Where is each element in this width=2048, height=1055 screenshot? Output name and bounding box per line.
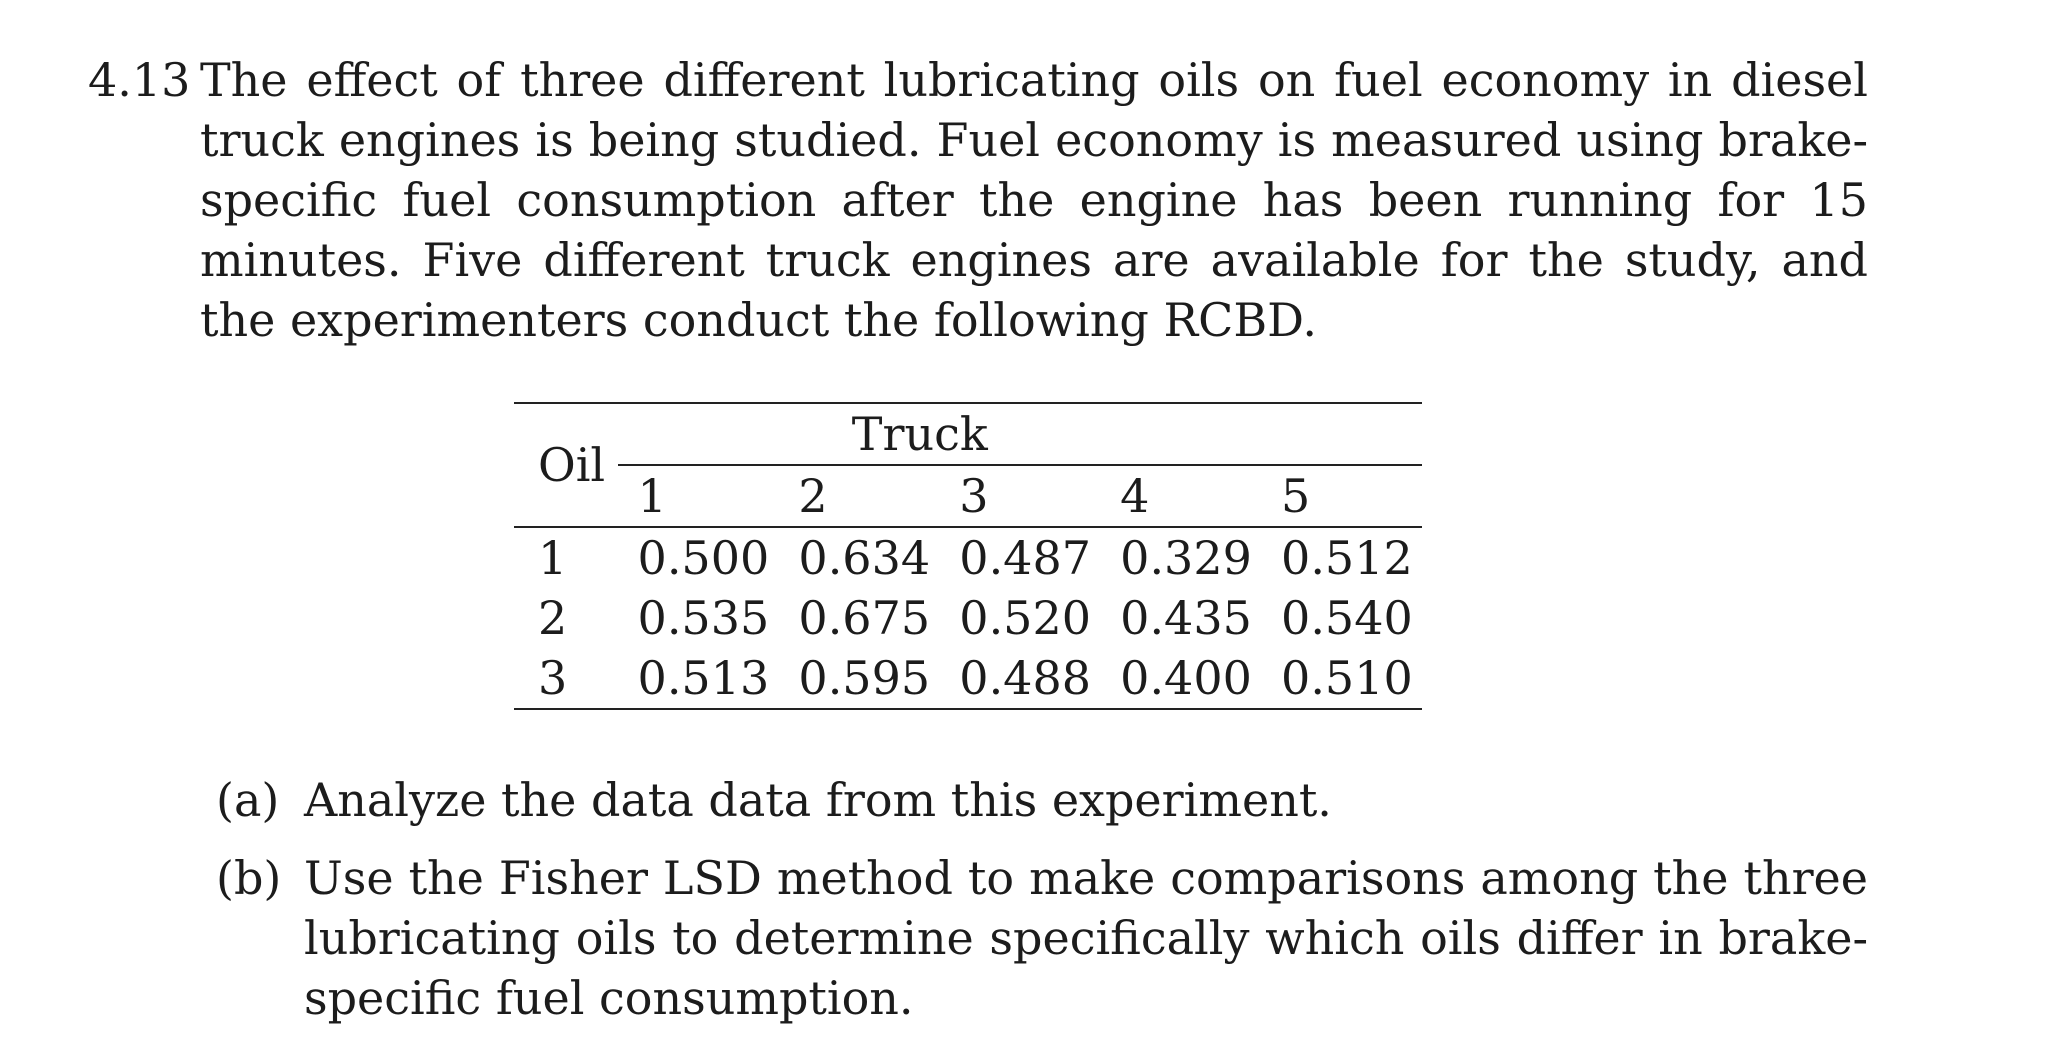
table-cell: 0.595 (798, 651, 931, 705)
table-row: 3 0.513 0.595 0.488 0.400 0.510 (514, 648, 1422, 709)
table-cell: 0.487 (959, 531, 1091, 585)
problem-number: 4.13 (88, 53, 191, 107)
table-row: 2 0.535 0.675 0.520 0.435 0.540 (514, 588, 1422, 648)
table-cell: 0.400 (1120, 651, 1252, 705)
part-label: (a) (216, 773, 280, 827)
part-text: Analyze the data data from this experime… (304, 773, 1332, 827)
question-parts: (a) Analyze the data data from this expe… (216, 770, 1868, 1046)
table-cell: 0.510 (1281, 651, 1413, 705)
truck-header: Truck (617, 403, 1422, 466)
table-cell: 0.513 (637, 651, 770, 705)
column-header: 2 (798, 469, 828, 523)
column-header: 1 (637, 469, 667, 523)
row-label: 3 (538, 651, 568, 705)
column-header: 3 (959, 469, 989, 523)
problem-statement: 4.13 The effect of three different lubri… (88, 50, 1868, 350)
oil-header: Oil (538, 438, 606, 492)
problem-text: The effect of three different lubricatin… (200, 53, 1868, 347)
table-cell: 0.500 (637, 531, 770, 585)
table-cell: 0.540 (1281, 591, 1413, 645)
table-row: 1 0.500 0.634 0.487 0.329 0.512 (514, 527, 1422, 588)
table-cell: 0.488 (959, 651, 1091, 705)
column-header: 5 (1281, 469, 1311, 523)
table-cell: 0.512 (1281, 531, 1413, 585)
part-text: Use the Fisher LSD method to make compar… (304, 851, 1868, 1025)
column-header: 4 (1120, 469, 1150, 523)
part-a: (a) Analyze the data data from this expe… (216, 770, 1868, 830)
table-cell: 0.675 (798, 591, 931, 645)
table-cell: 0.535 (637, 591, 770, 645)
part-b: (b) Use the Fisher LSD method to make co… (216, 848, 1868, 1028)
row-label: 1 (538, 531, 568, 585)
table-cell: 0.435 (1120, 591, 1252, 645)
table-cell: 0.329 (1120, 531, 1252, 585)
rcbd-table: Oil Truck 1 2 3 4 5 1 0.500 0.634 0.487 … (514, 402, 1422, 710)
table-cell: 0.634 (798, 531, 931, 585)
part-label: (b) (216, 851, 282, 905)
table-cell: 0.520 (959, 591, 1091, 645)
row-label: 2 (538, 591, 568, 645)
